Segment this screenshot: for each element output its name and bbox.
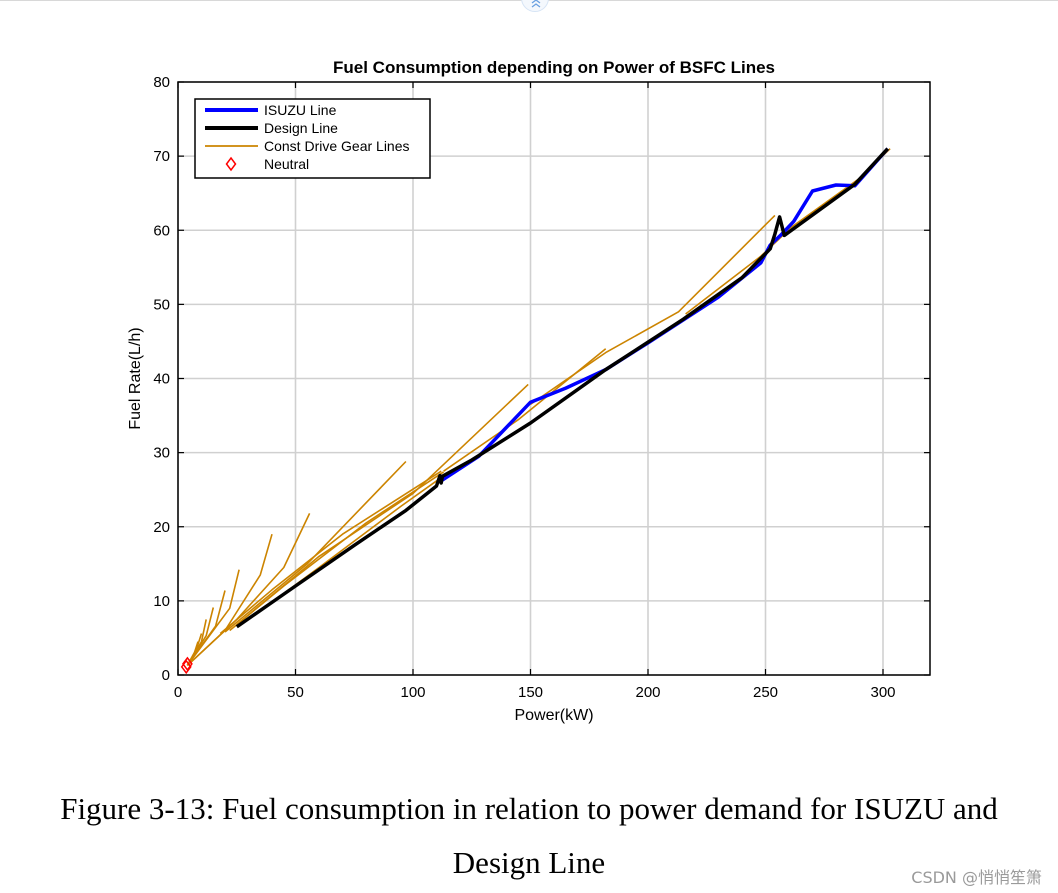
gear-line [530,214,776,406]
figure-caption: Figure 3-13: Fuel consumption in relatio… [0,782,1058,890]
legend-label: Neutral [264,156,309,172]
legend: ISUZU Line Design Line Const Drive Gear Li… [194,98,431,179]
y-tick-label: 10 [153,593,170,610]
y-tick-label: 20 [153,519,170,536]
fuel-consumption-chart: 0 50 100 150 200 250 300 0 10 20 30 40 50 60 70 80 Fuel… [127,58,931,724]
series-layer [180,147,891,675]
y-tick-label: 40 [153,371,170,388]
watermark-text: CSDN @悄悄笙箫 [911,868,1042,887]
gear-line [186,513,311,666]
y-tick-label: 60 [153,222,170,239]
x-axis-label: Power(kW) [514,707,593,724]
chart-title: Fuel Consumption depending on Power of B… [333,58,775,77]
y-tick-label: 70 [153,148,170,165]
gear-line [229,471,445,632]
x-tick-label: 250 [753,684,778,701]
x-tick-label: 200 [635,684,660,701]
gear-line [219,470,442,635]
legend-label: Const Drive Gear Lines [264,138,410,154]
legend-swatch [225,156,237,172]
tick-layer: 0 50 100 150 200 250 300 0 10 20 30 40 50 60 70 80 [153,74,930,701]
neutral-marker [181,656,193,672]
caption-line-1: Figure 3-13: Fuel consumption in relatio… [60,791,998,826]
y-tick-label: 50 [153,296,170,313]
gear-line [224,460,407,633]
legend-label: Design Line [264,120,338,136]
double-chevron-up-icon [531,0,541,8]
caption-line-2: Design Line [452,845,606,880]
x-tick-label: 300 [870,684,895,701]
gear-line [186,569,240,666]
isuzu-line [440,147,890,483]
neutral-marker [180,659,192,675]
y-tick-label: 80 [153,74,170,91]
design-line [235,147,889,629]
y-axis-label: Fuel Rate(L/h) [127,327,144,429]
legend-label: ISUZU Line [264,102,337,118]
x-tick-label: 150 [518,684,543,701]
y-tick-label: 0 [162,667,170,684]
x-tick-label: 50 [287,684,304,701]
x-tick-label: 0 [174,684,182,701]
x-tick-label: 100 [400,684,425,701]
y-tick-label: 30 [153,445,170,462]
